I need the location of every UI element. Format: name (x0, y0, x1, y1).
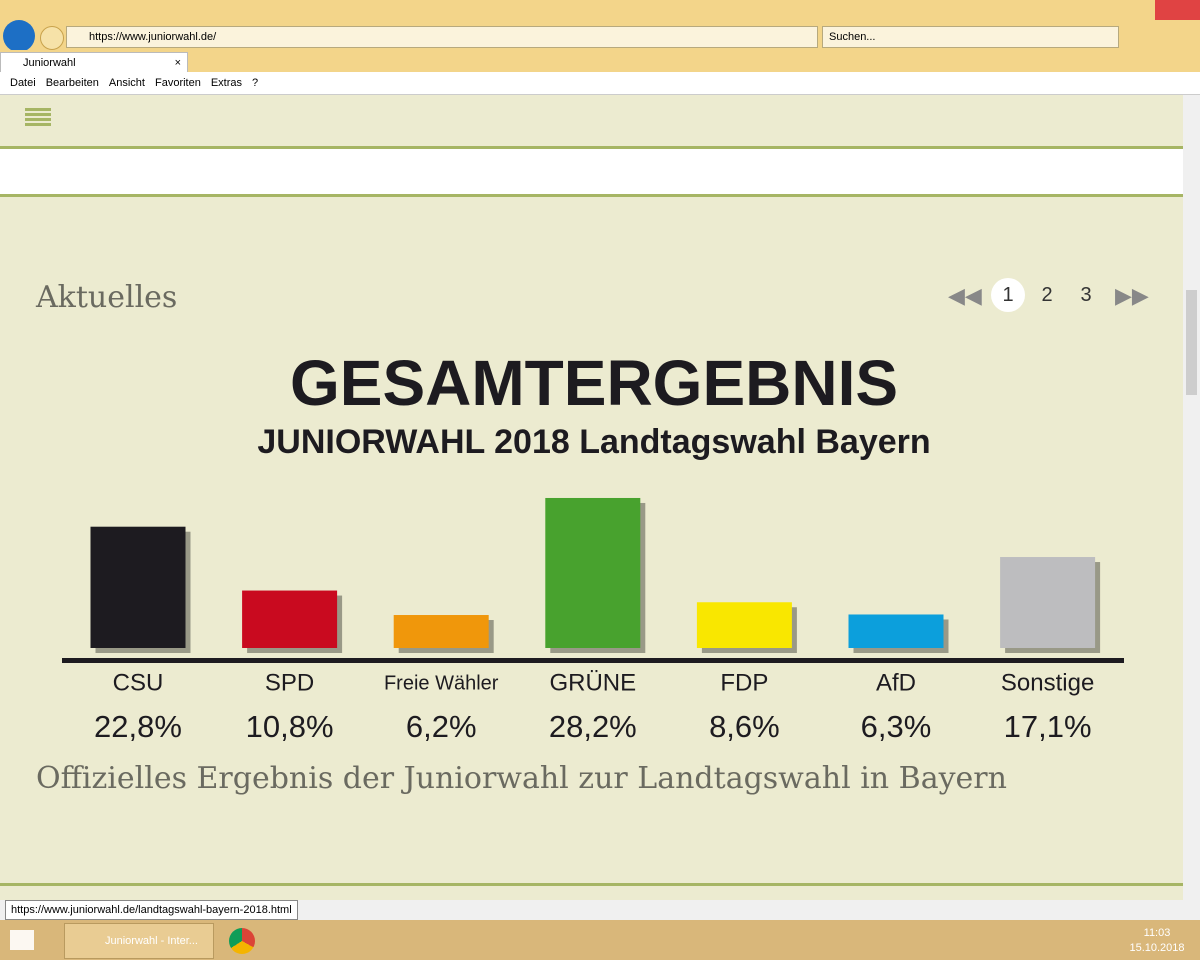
taskbar-app-label: Juniorwahl - Inter... (105, 935, 198, 947)
chart-title: GESAMTERGEBNIS (290, 347, 898, 419)
value-label: 6,2% (406, 709, 477, 744)
search-placeholder: Suchen... (829, 31, 876, 43)
page-link[interactable]: 2 (1041, 284, 1053, 306)
bar (393, 615, 489, 648)
value-label: 28,2% (549, 709, 637, 744)
chrome-icon[interactable] (229, 928, 255, 954)
baseline (62, 658, 1124, 663)
bar (545, 497, 641, 648)
category-label: SPD (265, 669, 314, 696)
divider (0, 883, 1183, 886)
value-label: 10,8% (246, 709, 334, 744)
menu-item[interactable]: Extras (210, 77, 243, 89)
clock-time: 11:03 (1143, 927, 1171, 939)
chart-subtitle: JUNIORWAHL 2018 Landtagswahl Bayern (257, 423, 930, 461)
forward-button[interactable] (40, 26, 64, 50)
page-link[interactable]: 3 (1080, 284, 1092, 306)
prev-arrow[interactable]: ◀◀ (948, 283, 982, 308)
category-label: CSU (113, 669, 164, 696)
value-label: 22,8% (94, 709, 182, 744)
web-content: Aktuelles ◀◀ ▶▶ GESAMTERGEBNIS JUNIORWAH… (0, 95, 1183, 900)
search-box[interactable]: Suchen... (822, 26, 1119, 48)
clock: 11:03 15.10.2018 (1122, 926, 1192, 956)
header-band (0, 146, 1183, 197)
category-label: Freie Wähler (384, 672, 499, 694)
category-label: Sonstige (1001, 669, 1094, 696)
value-label: 6,3% (861, 709, 932, 744)
chart: GESAMTERGEBNIS JUNIORWAHL 2018 Landtagsw… (62, 347, 1124, 744)
bar (848, 614, 944, 648)
menu-bar: Datei Bearbeiten Ansicht Favoriten Extras? (0, 72, 1200, 95)
bar (696, 602, 792, 648)
category-label: FDP (720, 669, 768, 696)
hamburger-menu[interactable] (25, 108, 51, 128)
window-close[interactable] (1155, 0, 1200, 20)
category-label: AfD (876, 669, 916, 696)
menu-item[interactable]: Bearbeiten (45, 77, 99, 89)
back-button[interactable] (3, 20, 35, 52)
section-title: Aktuelles (36, 280, 178, 315)
url-text: https://www.juniorwahl.de/ (89, 31, 217, 43)
menu-item[interactable]: Ansicht (108, 77, 145, 89)
tab[interactable]: Juniorwahl × (0, 52, 188, 74)
page-link[interactable]: 1 (991, 278, 1025, 312)
bar (1000, 557, 1096, 648)
value-label: 17,1% (1004, 709, 1092, 744)
status-url: https://www.juniorwahl.de/landtagswahl-b… (5, 900, 298, 920)
status-bar (0, 900, 1200, 920)
taskbar-app[interactable]: Juniorwahl - Inter... (64, 923, 214, 959)
start-button[interactable] (10, 930, 34, 950)
tab-title: Juniorwahl (23, 57, 76, 69)
tab-row (0, 50, 1200, 72)
address-bar[interactable]: https://www.juniorwahl.de/ (66, 26, 818, 48)
tab-close[interactable]: × (174, 57, 181, 69)
menu-item[interactable]: ? (252, 77, 259, 89)
category-label: GRÜNE (549, 669, 636, 696)
caption: Offizielles Ergebnis der Juniorwahl zur … (36, 761, 1007, 796)
value-label: 8,6% (709, 709, 780, 744)
menu-item[interactable]: Favoriten (154, 77, 201, 89)
next-arrow[interactable]: ▶▶ (1115, 283, 1149, 308)
bar (90, 526, 186, 648)
clock-date: 15.10.2018 (1129, 942, 1185, 954)
menu-item[interactable]: Datei (10, 77, 36, 89)
scrollbar[interactable] (1183, 95, 1200, 900)
bar (242, 590, 338, 648)
scroll-thumb[interactable] (1186, 290, 1197, 395)
